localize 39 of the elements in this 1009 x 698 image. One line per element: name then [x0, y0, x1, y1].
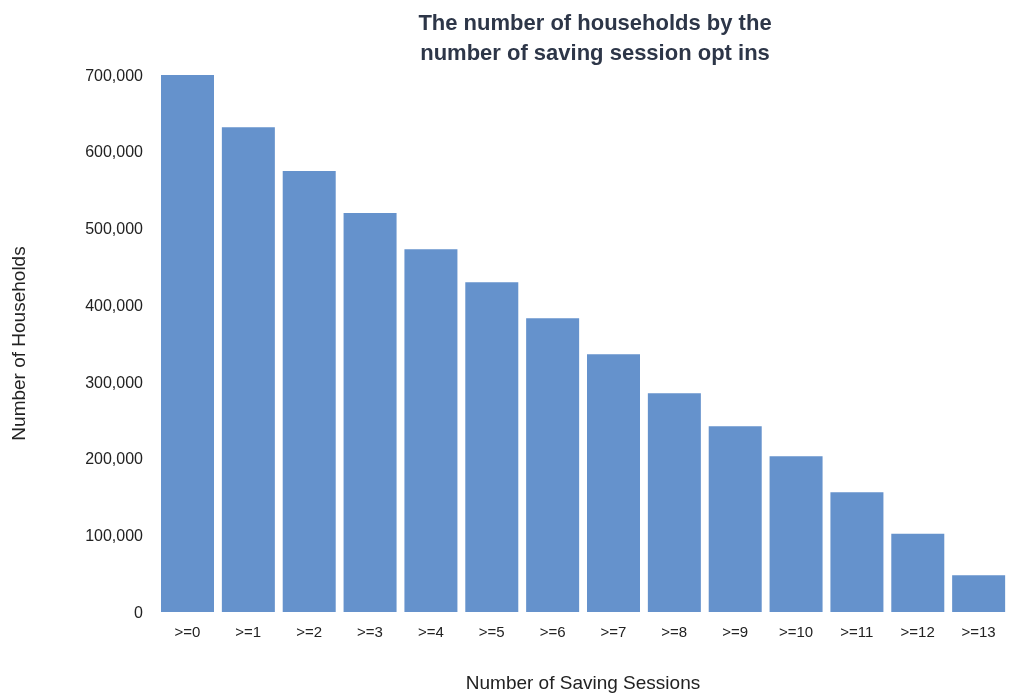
bar [526, 318, 580, 612]
x-tick-label: >=2 [296, 622, 323, 640]
bar [952, 575, 1006, 612]
x-tick-label: >=9 [722, 622, 749, 640]
bar [647, 393, 701, 612]
x-tick-label: >=1 [235, 622, 262, 640]
bar [221, 127, 275, 612]
y-tick-label: 400,000 [85, 296, 144, 314]
y-tick-label: 500,000 [85, 220, 144, 238]
y-tick-label: 300,000 [85, 373, 144, 391]
bar [161, 75, 214, 612]
x-tick-label: >=0 [174, 622, 201, 640]
bar [708, 426, 762, 612]
x-tick-label: >=4 [417, 622, 444, 640]
y-tick-label: 600,000 [85, 143, 144, 161]
bar [769, 456, 823, 612]
bar [891, 533, 945, 612]
x-tick-label: >=6 [539, 622, 566, 640]
bar [404, 249, 458, 612]
bar [343, 213, 397, 612]
x-tick-label: >=5 [478, 622, 505, 640]
x-tick-label: >=11 [840, 622, 874, 640]
bar [830, 492, 884, 612]
y-tick-label: 200,000 [85, 450, 144, 468]
chart-title: The number of households by the number of saving session opt ins [417, 9, 773, 67]
x-tick-label: >=13 [961, 622, 996, 640]
x-tick-label: >=10 [778, 622, 814, 640]
y-tick-label: 100,000 [85, 526, 144, 544]
y-axis-title: Number of Households [7, 246, 29, 441]
bar [465, 282, 519, 612]
y-tick-label: 700,000 [85, 66, 144, 84]
x-axis-title: Number of Saving Sessions [465, 672, 701, 693]
x-tick-label: >=3 [357, 622, 383, 640]
y-tick-label: 0 [134, 603, 144, 621]
x-tick-label: >=7 [600, 622, 627, 640]
bar [587, 354, 640, 612]
x-tick-label: >=12 [900, 622, 935, 640]
bar [282, 170, 336, 612]
x-tick-label: >=8 [661, 622, 688, 640]
